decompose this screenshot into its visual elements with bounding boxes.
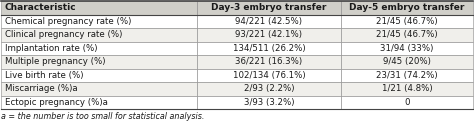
Text: 3/93 (3.2%): 3/93 (3.2%): [244, 98, 294, 107]
Text: 102/134 (76.1%): 102/134 (76.1%): [233, 71, 305, 80]
Text: 31/94 (33%): 31/94 (33%): [380, 44, 434, 53]
Text: Clinical pregnancy rate (%): Clinical pregnancy rate (%): [5, 30, 122, 39]
Text: Characteristic: Characteristic: [5, 3, 77, 12]
Bar: [197, 42, 341, 55]
Bar: [1, 82, 197, 95]
Bar: [341, 1, 473, 15]
Bar: [341, 95, 473, 109]
Text: 21/45 (46.7%): 21/45 (46.7%): [376, 30, 438, 39]
Bar: [1, 15, 197, 28]
Text: 36/221 (16.3%): 36/221 (16.3%): [235, 57, 302, 66]
Text: Day-3 embryo transfer: Day-3 embryo transfer: [211, 3, 327, 12]
Bar: [1, 28, 197, 42]
Text: a = the number is too small for statistical analysis.: a = the number is too small for statisti…: [1, 112, 204, 121]
Text: Implantation rate (%): Implantation rate (%): [5, 44, 98, 53]
Bar: [1, 95, 197, 109]
Text: 1/21 (4.8%): 1/21 (4.8%): [382, 84, 432, 93]
Text: 94/221 (42.5%): 94/221 (42.5%): [236, 17, 302, 26]
Text: Ectopic pregnancy (%)a: Ectopic pregnancy (%)a: [5, 98, 108, 107]
Text: Day-5 embryo transfer: Day-5 embryo transfer: [349, 3, 465, 12]
Bar: [197, 55, 341, 68]
Bar: [1, 55, 197, 68]
Bar: [341, 55, 473, 68]
Text: 23/31 (74.2%): 23/31 (74.2%): [376, 71, 438, 80]
Bar: [197, 68, 341, 82]
Bar: [341, 82, 473, 95]
Bar: [197, 1, 341, 15]
Bar: [197, 15, 341, 28]
Bar: [341, 42, 473, 55]
Text: 0: 0: [404, 98, 410, 107]
Bar: [197, 95, 341, 109]
Bar: [1, 1, 197, 15]
Bar: [1, 42, 197, 55]
Bar: [341, 15, 473, 28]
Text: 2/93 (2.2%): 2/93 (2.2%): [244, 84, 294, 93]
Text: 134/511 (26.2%): 134/511 (26.2%): [233, 44, 305, 53]
Text: Multiple pregnancy (%): Multiple pregnancy (%): [5, 57, 106, 66]
Bar: [341, 68, 473, 82]
Bar: [341, 28, 473, 42]
Bar: [197, 28, 341, 42]
Text: Miscarriage (%)a: Miscarriage (%)a: [5, 84, 78, 93]
Text: 93/221 (42.1%): 93/221 (42.1%): [236, 30, 302, 39]
Text: Chemical pregnancy rate (%): Chemical pregnancy rate (%): [5, 17, 131, 26]
Bar: [1, 68, 197, 82]
Bar: [197, 82, 341, 95]
Text: Live birth rate (%): Live birth rate (%): [5, 71, 83, 80]
Text: 21/45 (46.7%): 21/45 (46.7%): [376, 17, 438, 26]
Text: 9/45 (20%): 9/45 (20%): [383, 57, 431, 66]
